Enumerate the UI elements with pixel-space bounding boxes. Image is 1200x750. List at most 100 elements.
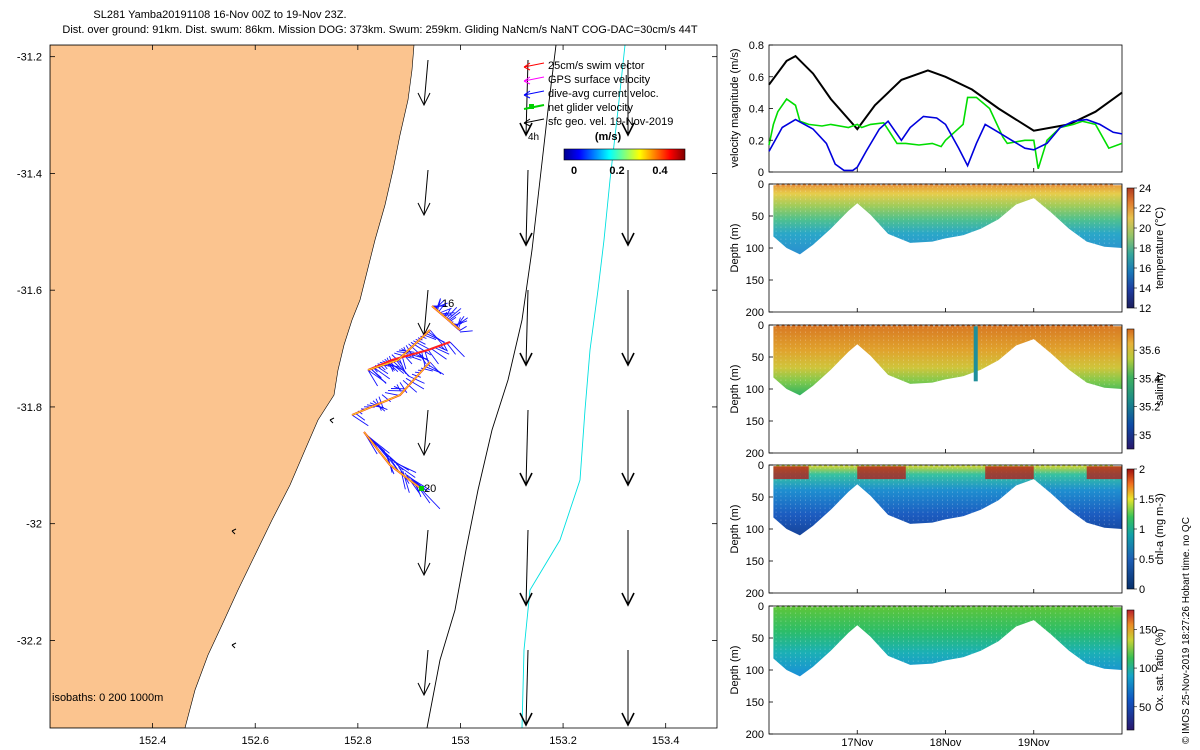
depth-axis-label: Depth (m)	[729, 224, 741, 273]
colorbar-tick-label: 14	[1139, 283, 1151, 295]
colorbar-label: salinity	[1154, 372, 1166, 406]
dac-vector	[449, 341, 465, 358]
dac-vector	[418, 352, 427, 365]
dac-vector	[455, 316, 465, 329]
depth-tick-label: 50	[752, 633, 764, 645]
colorbar-tick-label: 2	[1139, 464, 1145, 476]
velocity-y-tick-label: 0.4	[749, 104, 764, 116]
geo-vector-head	[621, 122, 635, 137]
dac-vector	[446, 342, 456, 355]
dac-vector	[396, 384, 401, 392]
depth-tick-label: 50	[752, 492, 764, 504]
depth-axis-label: Depth (m)	[729, 365, 741, 414]
dac-vector	[408, 476, 431, 491]
velocity-ylabel: velocity magnitude (m/s)	[729, 48, 741, 167]
velocity-series-line-2	[768, 115, 1123, 172]
dac-vector	[444, 308, 451, 319]
dac-vector	[399, 359, 407, 374]
dac-vector	[427, 349, 439, 365]
dac-vector	[425, 332, 445, 343]
depth-tick-label: 0	[758, 460, 764, 472]
colorbar	[1126, 187, 1135, 309]
section-field	[773, 607, 1122, 677]
salinity-anomaly-band	[973, 326, 978, 382]
isobath-200m	[426, 44, 557, 729]
geo-vector	[423, 529, 429, 576]
colorbar	[1126, 328, 1135, 450]
depth-tick-label: 50	[752, 211, 764, 223]
dac-vector	[400, 468, 406, 490]
geo-vector-head	[417, 682, 431, 697]
velocity-y-tick-label: 0.8	[749, 40, 764, 52]
colorbar-tick-label: 150	[1139, 624, 1157, 636]
map-y-tick-label: -31.4	[17, 168, 42, 180]
dac-vector	[415, 338, 426, 345]
velocity-magnitude-panel: 0 0.2 0.4 0.6 0.8 velocity magnitude (m/s)	[729, 40, 1123, 179]
velocity-series-line-1	[768, 96, 1123, 170]
geo-vector	[423, 169, 429, 216]
credit-text: © IMOS 25-Nov-2019 18:27:26 Hobart time.…	[1181, 517, 1192, 744]
colorbar-label: Ox. sat. ratio (%)	[1154, 629, 1166, 712]
dac-vector	[439, 307, 452, 314]
dac-vector	[434, 346, 450, 355]
geo-vector	[423, 409, 429, 456]
dac-vector	[421, 351, 426, 367]
colorbar-tick-label: 35.2	[1139, 402, 1160, 414]
geo-vector	[423, 59, 429, 106]
geo-vector-head	[417, 202, 431, 217]
geo-vector-head	[519, 352, 533, 367]
depth-tick-label: 150	[746, 275, 764, 287]
chl-maximum-band	[985, 466, 1034, 480]
colorbar-tick-label: 22	[1139, 203, 1151, 215]
map-y-tick-label: -32	[26, 519, 42, 531]
colorbar-title: (m/s)	[595, 131, 622, 143]
dac-vector	[419, 487, 441, 510]
colorbar-tick-label: 1	[1139, 524, 1145, 536]
dac-vector	[427, 331, 447, 345]
velocity-series	[768, 54, 1123, 172]
legend-swim-vector: 25cm/s swim vector	[523, 60, 645, 72]
colorbar-tick-label: 20	[1139, 223, 1151, 235]
legend-label: GPS surface velocity	[548, 74, 651, 86]
dac-vector	[389, 362, 405, 374]
dive-avg-current-vectors	[351, 298, 473, 510]
map-frame	[49, 44, 718, 729]
time-x-axis: 17Nov 18Nov 19Nov	[841, 168, 1050, 749]
colorbar-tick-0: 0	[571, 165, 577, 177]
map-panel: 16 20 4h 152.4 152.6 152.8 153 153.2 153.4 -3…	[17, 44, 718, 747]
map-x-tick-label: 153	[451, 735, 469, 747]
legend-gps-velocity: GPS surface velocity	[523, 74, 651, 86]
salinity-section-panel: 0 50 100 150 200 Depth (m) 35 35.2 35.4 35.6 salin…	[729, 320, 1166, 460]
chart-title-line2: Dist. over ground: 91km. Dist. swum: 86k…	[62, 24, 698, 36]
geo-vector	[525, 529, 529, 606]
track-label-end: 20	[424, 483, 436, 495]
isobaths-label: isobaths: 0 200 1000m	[52, 692, 163, 704]
colorbar-tick-1: 0.2	[609, 165, 624, 177]
speed-colorbar	[563, 148, 686, 161]
geo-vector-head	[621, 712, 635, 727]
small-vector	[231, 642, 237, 649]
colorbar-tick-2: 0.4	[652, 165, 668, 177]
chl-maximum-band	[1086, 466, 1122, 480]
legend-dive-avg-current: dive-avg current veloc.	[523, 88, 659, 100]
dac-vector	[423, 365, 442, 374]
dac-vector	[408, 355, 422, 361]
geo-vector	[525, 289, 529, 366]
geo-vector-head	[417, 92, 431, 107]
colorbar-tick-label: 35	[1139, 430, 1151, 442]
depth-tick-label: 150	[746, 416, 764, 428]
dac-vector	[381, 394, 392, 403]
depth-tick-label: 100	[746, 243, 764, 255]
date-tick-label: 17Nov	[841, 737, 873, 749]
track-end-marker	[419, 486, 424, 491]
geo-vector-head	[417, 442, 431, 457]
legend-net-glider-velocity: net glider velocity	[523, 102, 633, 114]
date-tick-label: 18Nov	[930, 737, 962, 749]
map-y-tick-label: -32.2	[17, 635, 42, 647]
depth-axis-label: Depth (m)	[729, 646, 741, 695]
colorbar	[1126, 468, 1135, 590]
dac-vector	[367, 369, 378, 387]
dac-vector	[438, 302, 446, 313]
colorbar-tick-label: 0.5	[1139, 554, 1154, 566]
depth-tick-label: 150	[746, 556, 764, 568]
